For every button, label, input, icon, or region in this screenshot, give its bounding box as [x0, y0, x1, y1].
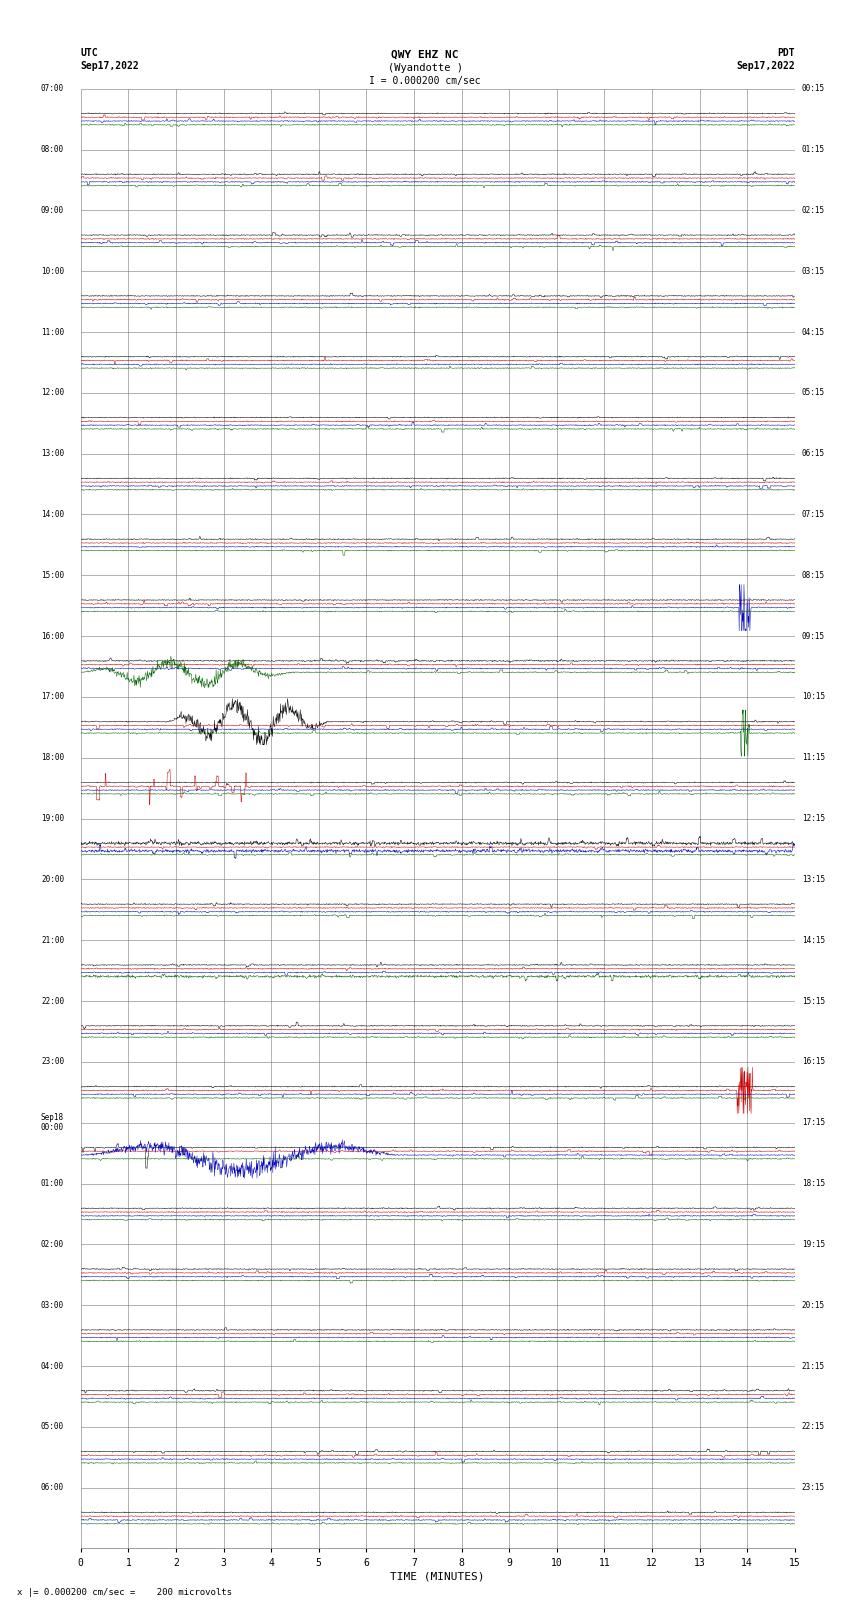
Text: 16:00: 16:00: [41, 632, 64, 640]
Text: 14:00: 14:00: [41, 510, 64, 519]
Text: 15:00: 15:00: [41, 571, 64, 579]
Text: 20:15: 20:15: [802, 1300, 825, 1310]
Text: 11:15: 11:15: [802, 753, 825, 763]
Text: 21:00: 21:00: [41, 936, 64, 945]
Text: 02:00: 02:00: [41, 1240, 64, 1248]
Text: 23:00: 23:00: [41, 1058, 64, 1066]
Text: 13:15: 13:15: [802, 874, 825, 884]
Text: 22:00: 22:00: [41, 997, 64, 1005]
Text: UTC: UTC: [81, 48, 99, 58]
Text: 21:15: 21:15: [802, 1361, 825, 1371]
Text: 13:00: 13:00: [41, 448, 64, 458]
Text: 20:00: 20:00: [41, 874, 64, 884]
Text: 05:00: 05:00: [41, 1423, 64, 1431]
Text: QWY EHZ NC: QWY EHZ NC: [391, 50, 459, 60]
Text: 06:00: 06:00: [41, 1484, 64, 1492]
Text: 07:00: 07:00: [41, 84, 64, 94]
Text: Sep18
00:00: Sep18 00:00: [41, 1113, 64, 1132]
Text: 15:15: 15:15: [802, 997, 825, 1005]
Text: PDT: PDT: [777, 48, 795, 58]
Text: 01:00: 01:00: [41, 1179, 64, 1189]
Text: 04:00: 04:00: [41, 1361, 64, 1371]
Text: 01:15: 01:15: [802, 145, 825, 153]
Text: 04:15: 04:15: [802, 327, 825, 337]
Text: 02:15: 02:15: [802, 206, 825, 215]
Text: 19:00: 19:00: [41, 815, 64, 823]
Text: 17:00: 17:00: [41, 692, 64, 702]
Text: 07:15: 07:15: [802, 510, 825, 519]
Text: 11:00: 11:00: [41, 327, 64, 337]
Text: 14:15: 14:15: [802, 936, 825, 945]
Text: 09:15: 09:15: [802, 632, 825, 640]
Text: x |= 0.000200 cm/sec =    200 microvolts: x |= 0.000200 cm/sec = 200 microvolts: [17, 1587, 232, 1597]
Text: 18:00: 18:00: [41, 753, 64, 763]
Text: 05:15: 05:15: [802, 389, 825, 397]
Text: 12:15: 12:15: [802, 815, 825, 823]
Text: Sep17,2022: Sep17,2022: [736, 61, 795, 71]
Text: Sep17,2022: Sep17,2022: [81, 61, 139, 71]
Text: (Wyandotte ): (Wyandotte ): [388, 63, 462, 73]
X-axis label: TIME (MINUTES): TIME (MINUTES): [390, 1571, 485, 1582]
Text: 06:15: 06:15: [802, 448, 825, 458]
Text: 10:00: 10:00: [41, 266, 64, 276]
Text: 10:15: 10:15: [802, 692, 825, 702]
Text: 08:15: 08:15: [802, 571, 825, 579]
Text: 03:00: 03:00: [41, 1300, 64, 1310]
Text: 08:00: 08:00: [41, 145, 64, 153]
Text: 12:00: 12:00: [41, 389, 64, 397]
Text: 23:15: 23:15: [802, 1484, 825, 1492]
Text: 22:15: 22:15: [802, 1423, 825, 1431]
Text: 00:15: 00:15: [802, 84, 825, 94]
Text: 18:15: 18:15: [802, 1179, 825, 1189]
Text: I = 0.000200 cm/sec: I = 0.000200 cm/sec: [369, 76, 481, 85]
Text: 03:15: 03:15: [802, 266, 825, 276]
Text: 19:15: 19:15: [802, 1240, 825, 1248]
Text: 17:15: 17:15: [802, 1118, 825, 1127]
Text: 16:15: 16:15: [802, 1058, 825, 1066]
Text: 09:00: 09:00: [41, 206, 64, 215]
